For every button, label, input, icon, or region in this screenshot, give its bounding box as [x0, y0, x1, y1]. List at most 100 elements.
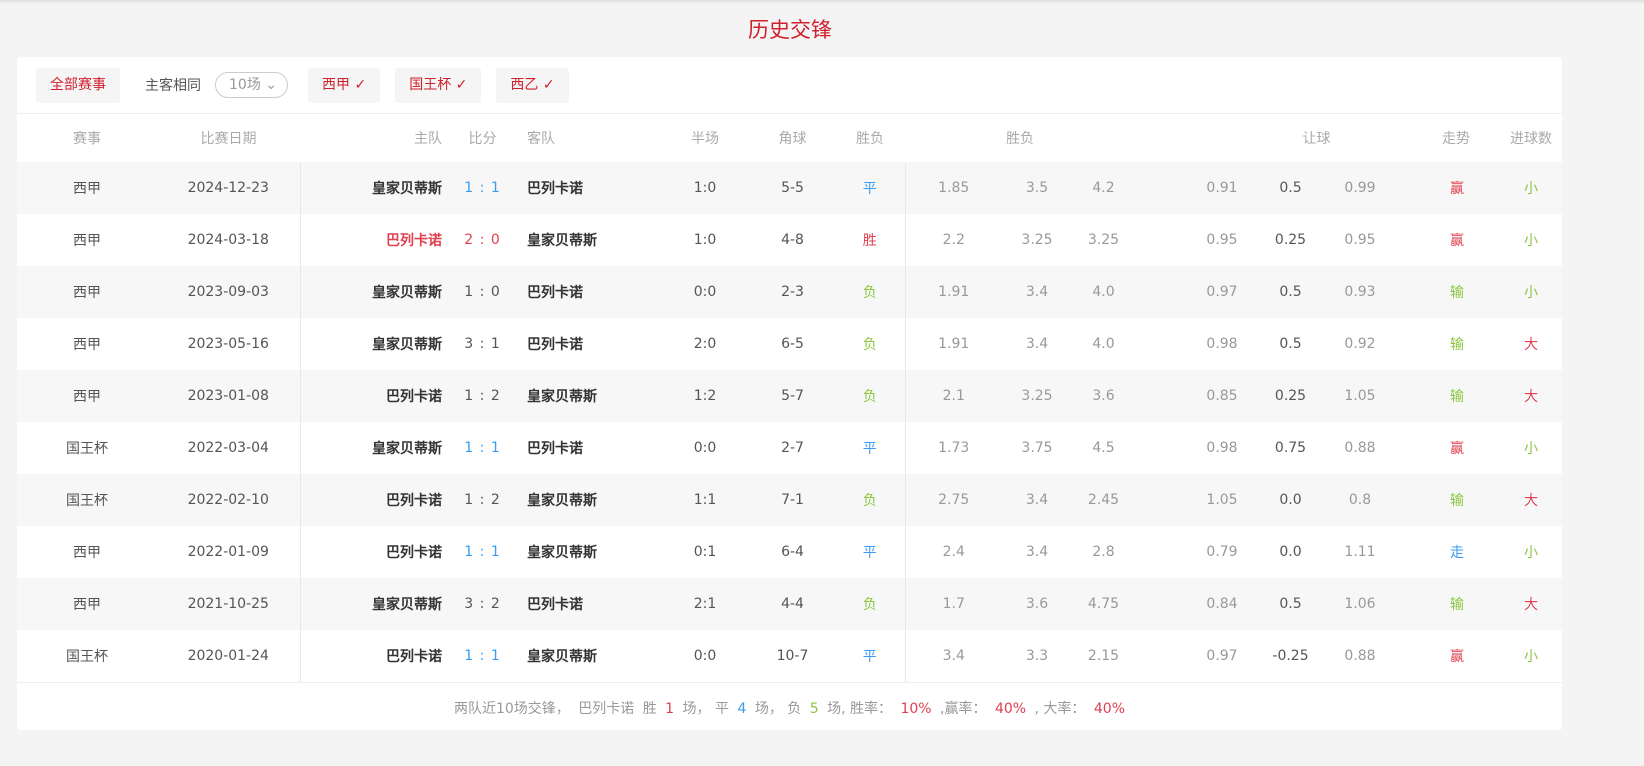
handicap-away: 0.93 [1322, 266, 1399, 318]
away-team[interactable]: 巴列卡诺 [510, 162, 660, 214]
corners: 7-1 [750, 474, 835, 526]
away-team[interactable]: 巴列卡诺 [510, 578, 660, 630]
col-handicap: 让球 [1302, 131, 1331, 147]
odds-away: 4.0 [1072, 266, 1136, 318]
table-row[interactable]: 国王杯 2022-02-10 巴列卡诺 1 : 2 皇家贝蒂斯 1:1 7-1 … [17, 474, 1563, 526]
handicap-home: 0.91 [1185, 162, 1260, 214]
league: 西甲 [17, 370, 157, 422]
score: 1 : 1 [464, 648, 501, 664]
away-team[interactable]: 巴列卡诺 [510, 266, 660, 318]
away-team[interactable]: 皇家贝蒂斯 [527, 233, 597, 249]
table-row[interactable]: 西甲 2024-12-23 皇家贝蒂斯 1 : 1 巴列卡诺 1:0 5-5 平… [17, 162, 1563, 214]
away-team[interactable]: 皇家贝蒂斯 [510, 370, 660, 422]
odds-draw: 3.6 [1002, 578, 1072, 630]
goals: 小 [1500, 266, 1563, 318]
away-team[interactable]: 巴列卡诺 [527, 441, 583, 457]
league-filter-segunda[interactable]: 西乙 ✓ [496, 67, 569, 103]
score: 1 : 0 [455, 266, 510, 318]
handicap-line: 0.5 [1259, 578, 1323, 630]
table-row[interactable]: 西甲 2023-09-03 皇家贝蒂斯 1 : 0 巴列卡诺 0:0 2-3 负… [17, 266, 1563, 318]
odds-draw: 3.4 [1002, 266, 1072, 318]
score: 1 : 2 [455, 474, 510, 526]
trend: 赢 [1450, 441, 1465, 457]
result: 负 [862, 337, 877, 353]
result: 平 [835, 162, 905, 214]
trend: 输 [1398, 370, 1501, 422]
summary-text: 两队近10场交锋， [453, 701, 570, 717]
handicap-home: 0.98 [1206, 440, 1238, 456]
home-team[interactable]: 巴列卡诺 [299, 214, 455, 266]
handicap-line: -0.25 [1272, 648, 1309, 664]
same-home-away-label[interactable]: 主客相同 [145, 78, 201, 94]
away-team[interactable]: 皇家贝蒂斯 [527, 545, 597, 561]
odds-away: 4.2 [1072, 162, 1136, 214]
half-score: 0:0 [693, 648, 717, 664]
away-team[interactable]: 皇家贝蒂斯 [510, 474, 660, 526]
home-team[interactable]: 皇家贝蒂斯 [299, 162, 455, 214]
handicap-away: 0.92 [1344, 336, 1376, 352]
home-score: 2 [464, 232, 475, 248]
home-team[interactable]: 皇家贝蒂斯 [299, 318, 455, 370]
league-filter-copa[interactable]: 国王杯 ✓ [395, 67, 482, 103]
home-team[interactable]: 巴列卡诺 [299, 630, 455, 682]
match-count-select[interactable]: 10场 ⌄ [215, 72, 289, 98]
table-row[interactable]: 西甲 2023-01-08 巴列卡诺 1 : 2 皇家贝蒂斯 1:2 5-7 负… [17, 370, 1563, 422]
trend: 赢 [1398, 162, 1501, 214]
table-header: 赛事 比赛日期 主队 比分 客队 半场 角球 胜负 胜负 让球 走势 进球数 [17, 114, 1562, 162]
corners: 2-3 [750, 266, 835, 318]
score: 1 : 1 [455, 162, 510, 214]
odds-home: 2.75 [904, 474, 1002, 526]
result: 负 [835, 474, 905, 526]
home-team[interactable]: 皇家贝蒂斯 [299, 578, 455, 630]
home-score: 1 [464, 440, 475, 456]
home-team[interactable]: 巴列卡诺 [299, 370, 455, 422]
home-team[interactable]: 巴列卡诺 [299, 526, 455, 578]
date: 2024-12-23 [157, 162, 300, 214]
away-team[interactable]: 巴列卡诺 [527, 337, 583, 353]
league: 西甲 [17, 266, 157, 318]
table-row[interactable]: 西甲 2022-01-09 巴列卡诺 1 : 1 皇家贝蒂斯 0:1 6-4 平… [17, 526, 1562, 578]
away-score: 0 [490, 284, 501, 300]
date: 2022-02-10 [157, 474, 300, 526]
league: 西甲 [73, 337, 101, 353]
half-score: 1:1 [660, 474, 750, 526]
handicap-away: 0.8 [1322, 474, 1399, 526]
half-score: 1:0 [660, 162, 750, 214]
odds-away: 3.6 [1072, 370, 1136, 422]
away-score: 1 [490, 180, 501, 196]
odds-home: 2.4 [904, 526, 1002, 578]
score: 1 : 1 [464, 440, 501, 456]
table-row[interactable]: 国王杯 2020-01-24 巴列卡诺 1 : 1 皇家贝蒂斯 0:0 10-7… [17, 630, 1562, 682]
handicap-line: 0.5 [1279, 336, 1302, 352]
league-filter-laliga[interactable]: 西甲 ✓ [308, 67, 381, 103]
handicap-line: 0.0 [1259, 474, 1323, 526]
home-score: 1 [464, 284, 475, 300]
home-team[interactable]: 皇家贝蒂斯 [299, 422, 455, 474]
trend: 输 [1398, 474, 1501, 526]
score: 3 : 1 [464, 336, 501, 352]
summary-footer: 两队近10场交锋， 巴列卡诺 胜 1 场， 平 4 场， 负 5 场, 胜率： … [17, 682, 1562, 734]
table-row[interactable]: 西甲 2021-10-25 皇家贝蒂斯 3 : 2 巴列卡诺 2:1 4-4 负… [17, 578, 1563, 630]
cover-rate: 40% [994, 701, 1027, 717]
score: 1 : 1 [464, 544, 501, 560]
trend: 输 [1398, 578, 1501, 630]
home-team[interactable]: 巴列卡诺 [299, 474, 455, 526]
league: 西甲 [17, 578, 157, 630]
table-row[interactable]: 西甲 2024-03-18 巴列卡诺 2 : 0 皇家贝蒂斯 1:0 4-8 胜… [17, 214, 1562, 266]
result: 负 [835, 266, 905, 318]
handicap-line: 0.25 [1259, 370, 1323, 422]
match-count-value: 10场 [229, 77, 261, 93]
handicap-home: 1.05 [1185, 474, 1260, 526]
summary-team: 巴列卡诺 [578, 701, 635, 717]
trend: 赢 [1450, 649, 1465, 665]
odds-away: 2.8 [1092, 544, 1115, 560]
odds-away: 4.75 [1072, 578, 1136, 630]
table-row[interactable]: 西甲 2023-05-16 皇家贝蒂斯 3 : 1 巴列卡诺 2:0 6-5 负… [17, 318, 1562, 370]
odds-away: 2.45 [1072, 474, 1136, 526]
away-team[interactable]: 皇家贝蒂斯 [527, 649, 597, 665]
date: 2021-10-25 [157, 578, 300, 630]
odds-home: 1.91 [904, 318, 1002, 370]
home-team[interactable]: 皇家贝蒂斯 [299, 266, 455, 318]
all-competitions-button[interactable]: 全部赛事 [36, 67, 120, 103]
table-row[interactable]: 国王杯 2022-03-04 皇家贝蒂斯 1 : 1 巴列卡诺 0:0 2-7 … [17, 422, 1562, 474]
